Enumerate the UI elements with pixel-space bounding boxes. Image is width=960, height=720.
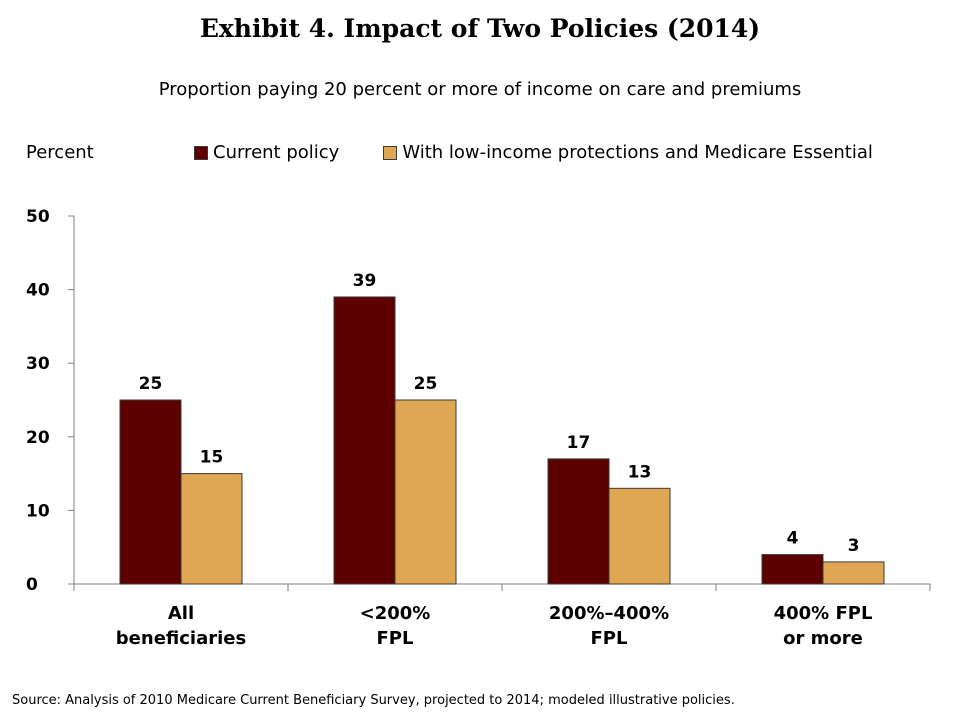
bar	[608, 487, 671, 585]
legend-label-protections: With low-income protections and Medicare…	[402, 142, 873, 163]
legend-item-protections: With low-income protections and Medicare…	[383, 142, 873, 163]
bar	[394, 399, 457, 585]
bar-value-label: 17	[567, 433, 591, 453]
bar	[822, 561, 885, 585]
bar	[333, 296, 396, 585]
x-category-label: 200%–400%	[549, 603, 669, 624]
legend: Current policy With low-income protectio…	[194, 142, 917, 163]
bar	[180, 473, 243, 585]
chart-title: Exhibit 4. Impact of Two Policies (2014)	[199, 14, 761, 43]
y-tick-label: 30	[26, 354, 50, 374]
x-category-label: All	[168, 603, 194, 624]
x-category-label: FPL	[377, 628, 414, 649]
y-tick-label: 0	[26, 575, 38, 595]
bar	[119, 399, 182, 585]
y-tick-label: 40	[26, 281, 50, 301]
y-tick-label: 50	[26, 207, 50, 227]
source-note: Source: Analysis of 2010 Medicare Curren…	[12, 693, 735, 708]
x-category-label: beneficiaries	[116, 628, 246, 649]
bar-value-label: 3	[848, 536, 860, 556]
y-axis-label: Percent	[26, 142, 94, 163]
bar-value-label: 4	[787, 529, 799, 549]
x-category-label: 400% FPL	[774, 603, 873, 624]
y-tick-label: 10	[26, 501, 50, 521]
legend-swatch-current-policy	[194, 145, 208, 160]
legend-swatch-protections	[383, 145, 398, 160]
legend-item-current-policy: Current policy	[194, 142, 339, 163]
x-category-label: <200%	[360, 603, 431, 624]
chart-subtitle: Proportion paying 20 percent or more of …	[158, 79, 802, 100]
x-category-label: FPL	[591, 628, 628, 649]
bar-value-label: 25	[414, 374, 438, 394]
bar	[761, 554, 824, 585]
legend-label-current-policy: Current policy	[213, 142, 340, 163]
bar-value-label: 15	[200, 448, 224, 468]
bar-value-label: 25	[139, 374, 163, 394]
x-category-label: or more	[783, 628, 863, 649]
bar-value-label: 13	[628, 462, 652, 482]
bar-value-label: 39	[353, 271, 377, 291]
bar	[547, 458, 610, 585]
y-tick-label: 20	[26, 428, 50, 448]
